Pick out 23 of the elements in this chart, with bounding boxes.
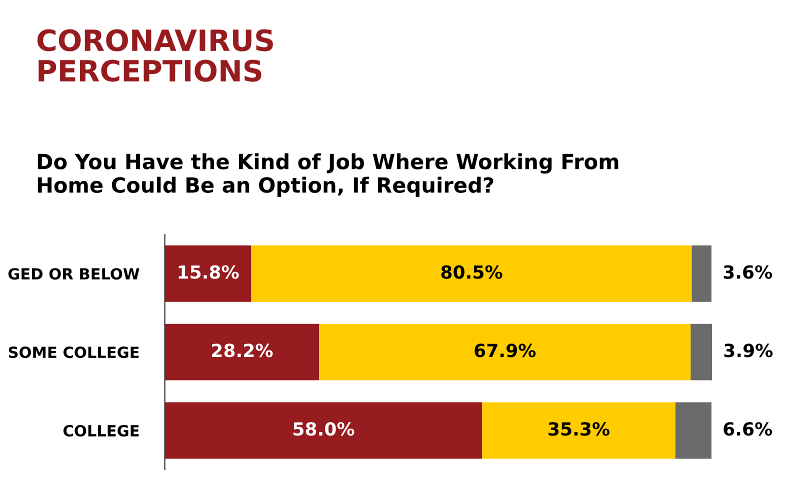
- data-label: 80.5%: [441, 265, 502, 279]
- bar: [482, 402, 676, 459]
- data-label: 67.9%: [474, 344, 536, 358]
- bar: [692, 245, 712, 302]
- data-label: 35.3%: [548, 422, 610, 436]
- data-label: 3.6%: [724, 265, 772, 279]
- bar: [675, 402, 712, 459]
- y-tick-label: COLLEGE: [63, 424, 139, 437]
- data-label: 6.6%: [724, 422, 772, 436]
- bar: [164, 402, 482, 459]
- y-tick-label: GED OR BELOW: [8, 268, 140, 280]
- chart-title: CORONAVIRUS PERCEPTIONS: [37, 29, 273, 82]
- data-label: 28.2%: [212, 344, 273, 358]
- bar: [690, 324, 712, 380]
- chart-subtitle: Do You Have the Kind of Job Where Working From Home Could Be an Option, If Required?: [38, 153, 618, 197]
- bar: [319, 324, 691, 380]
- y-tick-label: SOME COLLEGE: [8, 346, 139, 358]
- data-label: 58.0%: [294, 422, 354, 436]
- bar: [164, 245, 252, 302]
- bar: [251, 245, 692, 302]
- data-label: 3.9%: [724, 344, 773, 358]
- bar: [164, 324, 320, 380]
- data-label: 15.8%: [178, 265, 239, 279]
